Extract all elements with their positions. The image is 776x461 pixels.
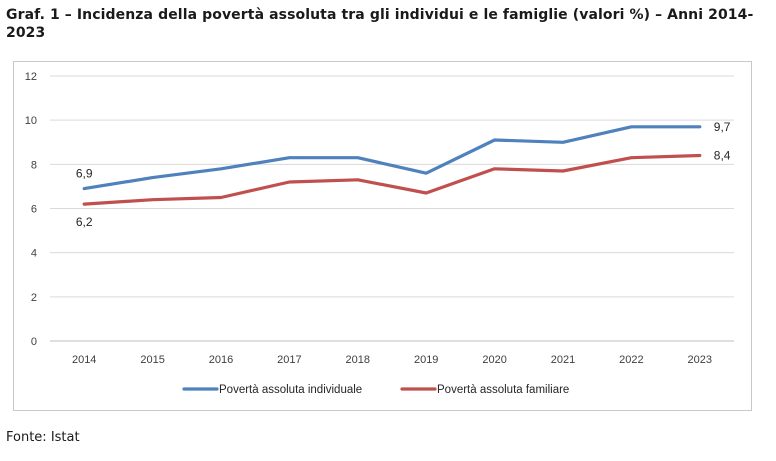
x-tick-label: 2020 bbox=[482, 354, 506, 366]
x-tick-label: 2015 bbox=[140, 354, 164, 366]
y-tick-label: 8 bbox=[31, 159, 37, 171]
data-label: 6,2 bbox=[76, 215, 93, 229]
x-axis-ticks: 2014 2015 2016 2017 2018 2019 2020 2021 2022 2023 bbox=[72, 354, 712, 366]
series-line-family bbox=[82, 153, 702, 206]
x-tick-label: 2023 bbox=[688, 354, 712, 366]
series-lines bbox=[82, 125, 702, 206]
chart-frame bbox=[13, 61, 752, 411]
data-label: 6,9 bbox=[76, 167, 93, 181]
x-tick-label: 2014 bbox=[72, 354, 96, 366]
legend: Povertà assoluta individuale Povertà asso… bbox=[182, 384, 569, 396]
data-label: 9,7 bbox=[714, 120, 731, 134]
data-label: 8,4 bbox=[714, 149, 731, 163]
x-tick-label: 2017 bbox=[277, 354, 301, 366]
y-tick-label: 12 bbox=[25, 71, 37, 83]
series-line-individual bbox=[82, 125, 702, 191]
chart-title: Graf. 1 – Incidenza della povertà assolu… bbox=[6, 7, 754, 41]
y-tick-label: 2 bbox=[31, 292, 37, 304]
source-note: Fonte: Istat bbox=[6, 430, 80, 445]
y-tick-label: 4 bbox=[31, 248, 37, 260]
legend-label: Povertà assoluta familiare bbox=[437, 384, 569, 396]
y-axis-ticks: 0 2 4 6 8 10 12 bbox=[25, 71, 37, 348]
x-tick-label: 2016 bbox=[209, 354, 233, 366]
y-tick-label: 0 bbox=[31, 336, 37, 348]
x-tick-label: 2019 bbox=[414, 354, 438, 366]
y-tick-label: 10 bbox=[25, 115, 37, 127]
data-labels: 6,9 6,2 9,7 8,4 bbox=[76, 120, 731, 229]
gridlines bbox=[50, 75, 734, 342]
x-tick-label: 2021 bbox=[551, 354, 575, 366]
legend-label: Povertà assoluta individuale bbox=[219, 384, 362, 396]
y-tick-label: 6 bbox=[31, 204, 37, 216]
x-tick-label: 2022 bbox=[619, 354, 643, 366]
x-tick-label: 2018 bbox=[346, 354, 370, 366]
